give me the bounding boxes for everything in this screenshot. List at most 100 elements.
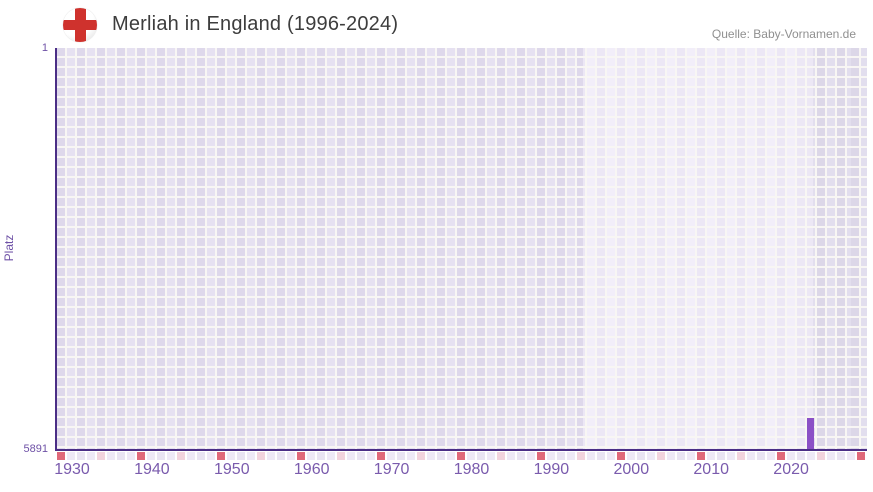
- strip-cell-red: [217, 452, 225, 460]
- strip-cell: [807, 452, 815, 460]
- strip-cell: [237, 452, 245, 460]
- strip-cell: [367, 452, 375, 460]
- strip-cell: [627, 452, 635, 460]
- x-axis-tick: 1940: [134, 461, 170, 478]
- strip-cell: [787, 452, 795, 460]
- x-axis-tick: 1980: [453, 461, 490, 478]
- strip-cell: [727, 452, 735, 460]
- strip-cell: [127, 452, 135, 460]
- england-flag-icon: [63, 8, 97, 42]
- strip-cell: [167, 452, 175, 460]
- timeline-strip: [57, 452, 869, 460]
- strip-cell: [117, 452, 125, 460]
- strip-cell: [327, 452, 335, 460]
- strip-cell: [227, 452, 235, 460]
- strip-cell: [797, 452, 805, 460]
- grid-region-before-data-period: [57, 48, 583, 449]
- strip-cell: [67, 452, 75, 460]
- x-axis-tick: 1960: [293, 461, 330, 478]
- y-axis-tick-bottom: 5891: [23, 443, 48, 455]
- rank-bar-2022[interactable]: [807, 418, 814, 449]
- strip-cell: [487, 452, 495, 460]
- strip-cell-pink: [177, 452, 185, 460]
- strip-cell: [507, 452, 515, 460]
- strip-cell: [587, 452, 595, 460]
- strip-cell: [147, 452, 155, 460]
- strip-cell: [687, 452, 695, 460]
- strip-cell: [277, 452, 285, 460]
- strip-cell: [107, 452, 115, 460]
- strip-cell: [647, 452, 655, 460]
- strip-cell: [677, 452, 685, 460]
- strip-cell: [387, 452, 395, 460]
- strip-cell: [847, 452, 855, 460]
- x-axis-tick: 1990: [533, 461, 570, 478]
- strip-cell-red: [537, 452, 545, 460]
- strip-cell: [247, 452, 255, 460]
- strip-cell: [557, 452, 565, 460]
- strip-cell: [607, 452, 615, 460]
- y-axis-label: Platz: [2, 234, 16, 262]
- strip-cell: [427, 452, 435, 460]
- x-axis-tick: 1950: [214, 461, 250, 478]
- strip-cell: [477, 452, 485, 460]
- strip-cell-pink: [257, 452, 265, 460]
- strip-cell-red: [297, 452, 305, 460]
- strip-cell: [347, 452, 355, 460]
- strip-cell-pink: [817, 452, 825, 460]
- strip-cell: [77, 452, 85, 460]
- strip-cell-red: [617, 452, 625, 460]
- strip-cell: [667, 452, 675, 460]
- strip-cell: [437, 452, 445, 460]
- strip-cell-red: [777, 452, 785, 460]
- strip-cell: [837, 452, 845, 460]
- strip-cell: [207, 452, 215, 460]
- strip-cell: [397, 452, 405, 460]
- strip-cell-red: [137, 452, 145, 460]
- strip-cell-pink: [657, 452, 665, 460]
- chart-title: Merliah in England (1996-2024): [112, 13, 399, 35]
- strip-cell: [307, 452, 315, 460]
- grid-region-after-data-period: [813, 48, 867, 449]
- strip-cell-red: [457, 452, 465, 460]
- x-axis-tick: 2010: [693, 461, 729, 478]
- strip-cell: [567, 452, 575, 460]
- strip-cell: [197, 452, 205, 460]
- strip-cell: [827, 452, 835, 460]
- x-axis-tick: 2000: [613, 461, 650, 478]
- x-axis-tick: 2020: [773, 461, 809, 478]
- strip-cell: [267, 452, 275, 460]
- strip-cell: [287, 452, 295, 460]
- plot-area: [55, 48, 867, 451]
- grid-region-data-period: [583, 48, 813, 449]
- x-axis-tick: 1930: [54, 461, 90, 478]
- strip-cell: [767, 452, 775, 460]
- strip-cell: [87, 452, 95, 460]
- strip-cell: [547, 452, 555, 460]
- strip-cell-red: [857, 452, 865, 460]
- strip-cell: [527, 452, 535, 460]
- strip-cell-red: [697, 452, 705, 460]
- strip-cell: [517, 452, 525, 460]
- strip-cell: [317, 452, 325, 460]
- strip-cell-pink: [577, 452, 585, 460]
- strip-cell-pink: [97, 452, 105, 460]
- strip-cell: [467, 452, 475, 460]
- strip-cell: [637, 452, 645, 460]
- strip-cell: [357, 452, 365, 460]
- strip-cell: [707, 452, 715, 460]
- strip-cell-pink: [337, 452, 345, 460]
- strip-cell: [447, 452, 455, 460]
- strip-cell: [747, 452, 755, 460]
- strip-cell-pink: [497, 452, 505, 460]
- strip-cell: [407, 452, 415, 460]
- strip-cell-red: [377, 452, 385, 460]
- strip-cell-pink: [737, 452, 745, 460]
- source-attribution: Quelle: Baby-Vornamen.de: [711, 27, 856, 41]
- strip-cell: [157, 452, 165, 460]
- strip-cell-red: [57, 452, 65, 460]
- x-axis-tick: 1970: [373, 461, 410, 478]
- strip-cell: [597, 452, 605, 460]
- strip-cell: [717, 452, 725, 460]
